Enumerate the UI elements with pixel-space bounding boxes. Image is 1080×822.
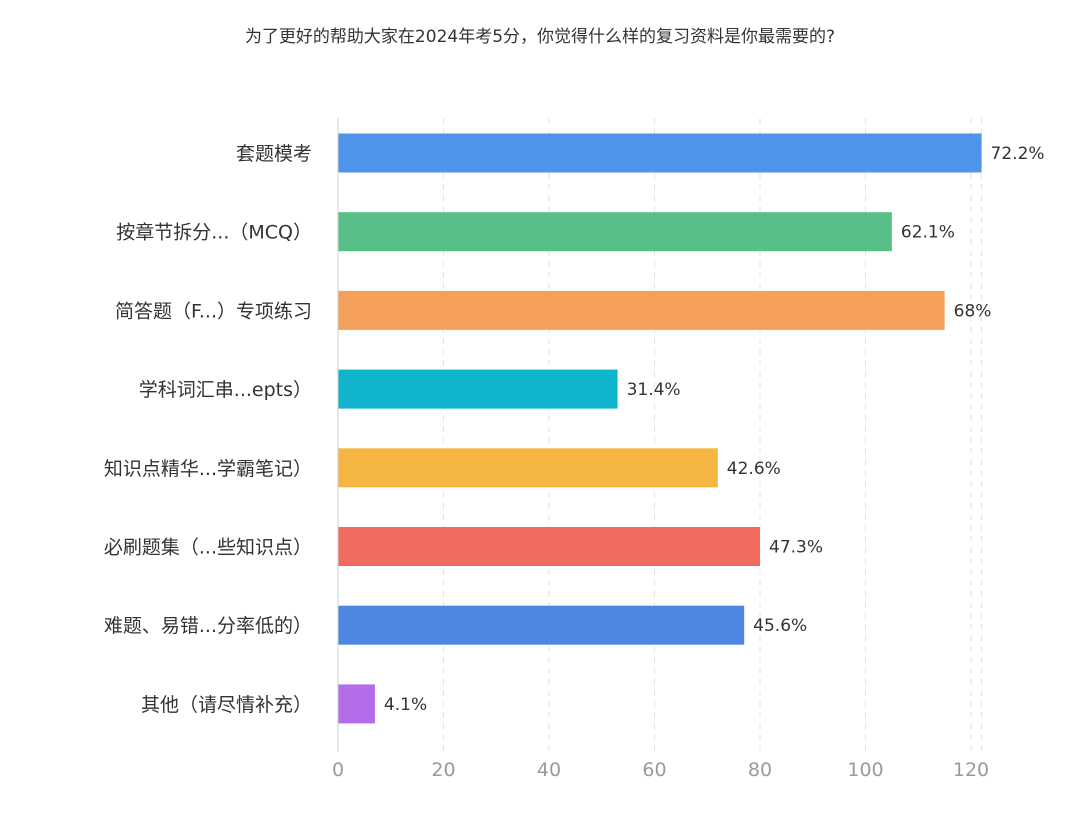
x-tick-label-60: 60: [642, 759, 666, 781]
bar-3[interactable]: [338, 369, 618, 409]
bar-2[interactable]: [338, 290, 945, 330]
value-label-6: 45.6%: [753, 616, 807, 636]
category-label-7: 其他（请尽情补充）: [141, 694, 312, 716]
bar-4[interactable]: [338, 448, 718, 488]
bar-5[interactable]: [338, 527, 760, 566]
x-tick-label-100: 100: [847, 759, 883, 781]
x-tick-label-120: 120: [953, 759, 989, 781]
chart-title: 为了更好的帮助大家在2024年考5分，你觉得什么样的复习资料是你最需要的?: [244, 27, 836, 47]
category-label-1: 按章节拆分...（MCQ）: [116, 222, 312, 244]
value-label-3: 31.4%: [627, 380, 681, 400]
value-label-4: 42.6%: [727, 459, 781, 479]
x-tick-label-0: 0: [332, 759, 344, 781]
category-label-5: 必刷题集（...些知识点）: [104, 537, 312, 559]
bar-7[interactable]: [338, 684, 375, 724]
bar-6[interactable]: [338, 605, 745, 645]
x-tick-label-20: 20: [431, 759, 455, 781]
x-tick-label-80: 80: [748, 759, 772, 781]
value-label-2: 68%: [954, 301, 992, 321]
bar-1[interactable]: [338, 212, 892, 252]
category-label-4: 知识点精华...学霸笔记）: [104, 458, 312, 480]
value-label-7: 4.1%: [384, 695, 427, 715]
value-label-0: 72.2%: [991, 144, 1045, 164]
category-label-0: 套题模考: [236, 143, 312, 165]
category-label-2: 简答题（F...）专项练习: [115, 300, 312, 322]
category-label-3: 学科词汇串...epts）: [139, 379, 312, 401]
bar-0[interactable]: [338, 133, 982, 173]
x-tick-label-40: 40: [537, 759, 561, 781]
value-label-5: 47.3%: [769, 538, 823, 558]
value-label-1: 62.1%: [901, 223, 955, 243]
category-label-6: 难题、易错...分率低的）: [104, 615, 312, 637]
